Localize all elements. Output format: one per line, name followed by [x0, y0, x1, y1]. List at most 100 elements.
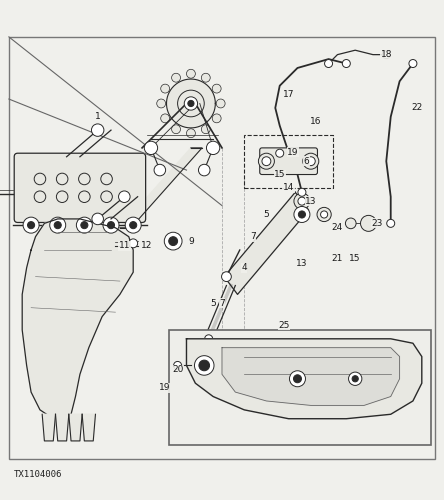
Polygon shape — [22, 219, 133, 418]
Circle shape — [298, 197, 306, 205]
Text: 22: 22 — [412, 104, 423, 112]
Circle shape — [174, 362, 182, 370]
Text: TX1104006: TX1104006 — [13, 470, 62, 479]
Text: 5: 5 — [264, 210, 269, 219]
Polygon shape — [69, 414, 82, 441]
Circle shape — [206, 141, 220, 154]
Circle shape — [186, 70, 195, 78]
Circle shape — [54, 222, 61, 228]
Circle shape — [262, 157, 271, 166]
Bar — [244, 134, 333, 188]
Circle shape — [23, 217, 39, 233]
Bar — [169, 330, 431, 446]
Circle shape — [101, 173, 112, 184]
Circle shape — [125, 217, 141, 233]
Circle shape — [76, 217, 92, 233]
Circle shape — [188, 100, 194, 106]
Circle shape — [289, 371, 305, 387]
Text: 5: 5 — [210, 299, 216, 308]
Circle shape — [81, 222, 88, 228]
Circle shape — [298, 188, 306, 196]
Circle shape — [56, 173, 68, 184]
Polygon shape — [56, 414, 69, 441]
Circle shape — [56, 191, 68, 202]
Circle shape — [103, 217, 119, 233]
Circle shape — [34, 191, 46, 202]
Circle shape — [306, 157, 315, 166]
Circle shape — [101, 191, 112, 202]
Circle shape — [169, 236, 178, 246]
Circle shape — [294, 193, 310, 209]
Text: 15: 15 — [274, 170, 285, 179]
Circle shape — [382, 50, 390, 58]
Text: 19: 19 — [159, 383, 170, 392]
Polygon shape — [222, 348, 400, 406]
Polygon shape — [82, 414, 95, 441]
Circle shape — [298, 211, 305, 218]
Circle shape — [325, 60, 333, 68]
Text: 16: 16 — [309, 116, 321, 126]
Circle shape — [130, 222, 137, 228]
Circle shape — [79, 191, 90, 202]
Circle shape — [161, 114, 170, 123]
Circle shape — [202, 125, 210, 134]
Text: 11: 11 — [119, 241, 130, 250]
Circle shape — [409, 60, 417, 68]
FancyBboxPatch shape — [260, 148, 317, 174]
Text: 6: 6 — [304, 156, 309, 166]
Text: 15: 15 — [349, 254, 361, 264]
Text: 19: 19 — [287, 148, 299, 157]
Circle shape — [194, 356, 214, 375]
Polygon shape — [120, 148, 202, 228]
Text: 1: 1 — [95, 112, 100, 122]
Circle shape — [119, 191, 130, 202]
Circle shape — [91, 124, 104, 136]
Circle shape — [157, 99, 166, 108]
Circle shape — [361, 216, 377, 232]
Circle shape — [201, 331, 217, 347]
Circle shape — [144, 141, 158, 154]
Circle shape — [154, 164, 166, 176]
Circle shape — [321, 211, 328, 218]
Circle shape — [202, 363, 207, 368]
Circle shape — [212, 84, 221, 93]
Circle shape — [178, 90, 204, 117]
Circle shape — [28, 222, 35, 228]
Circle shape — [164, 232, 182, 250]
Circle shape — [317, 208, 331, 222]
Text: 12: 12 — [141, 241, 152, 250]
Text: 23: 23 — [372, 219, 383, 228]
Text: 25: 25 — [278, 321, 290, 330]
FancyBboxPatch shape — [14, 153, 146, 222]
Text: 21: 21 — [332, 254, 343, 264]
Text: 24: 24 — [332, 224, 343, 232]
Circle shape — [186, 129, 195, 138]
Polygon shape — [166, 79, 215, 128]
Circle shape — [345, 218, 356, 228]
Circle shape — [349, 372, 362, 386]
Circle shape — [294, 206, 310, 222]
Circle shape — [202, 74, 210, 82]
Polygon shape — [186, 339, 422, 418]
Text: 20: 20 — [172, 366, 183, 374]
Circle shape — [107, 222, 115, 228]
Circle shape — [184, 97, 198, 110]
Circle shape — [50, 217, 66, 233]
Circle shape — [352, 376, 358, 382]
Text: 13: 13 — [305, 196, 317, 205]
Circle shape — [387, 220, 395, 228]
Circle shape — [129, 239, 138, 248]
Circle shape — [199, 360, 210, 371]
Text: 7: 7 — [250, 232, 256, 241]
Text: 9: 9 — [188, 236, 194, 246]
Circle shape — [216, 99, 225, 108]
Polygon shape — [224, 192, 309, 294]
Circle shape — [198, 164, 210, 176]
Text: 18: 18 — [381, 50, 392, 59]
Circle shape — [34, 173, 46, 184]
Circle shape — [276, 149, 284, 157]
Circle shape — [303, 153, 319, 169]
Polygon shape — [42, 414, 56, 441]
Circle shape — [222, 272, 231, 281]
Text: 7: 7 — [219, 299, 225, 308]
